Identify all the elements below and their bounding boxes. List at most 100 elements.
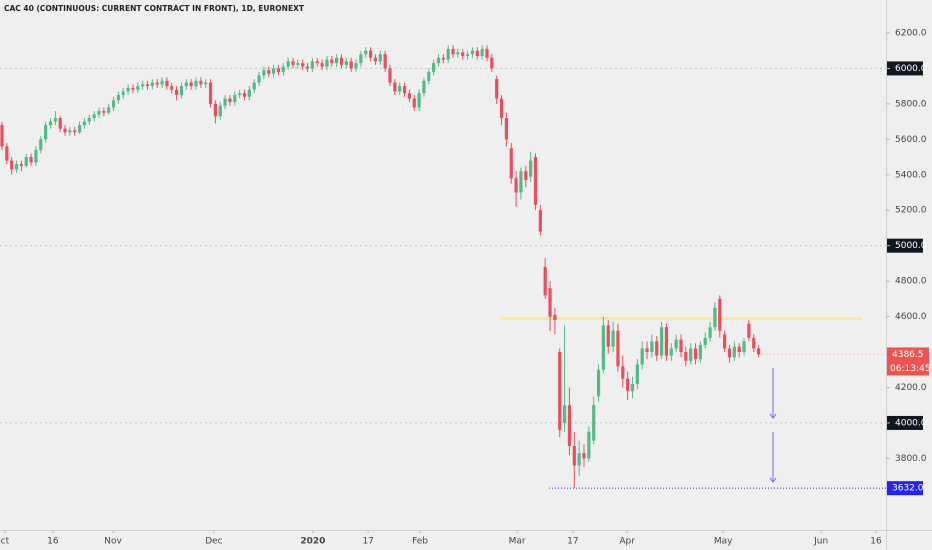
y-tick-label: 5600.0 (895, 135, 927, 145)
y-tick-label: 5800.0 (895, 99, 927, 109)
candle-body (330, 59, 334, 64)
y-tick-label: 3800.0 (895, 454, 927, 464)
candle-body (606, 325, 610, 347)
candle-body (456, 52, 460, 55)
candle-body (194, 80, 198, 87)
candle-body (155, 82, 159, 85)
candle-body (422, 80, 426, 94)
candle-body (204, 82, 208, 85)
candle-body (514, 178, 518, 193)
candle-body (601, 325, 605, 370)
candle-body (126, 87, 130, 92)
candle-body (432, 63, 436, 72)
price-label-box (887, 238, 923, 253)
candle-body (39, 139, 43, 150)
candle-body (233, 95, 237, 103)
candle-body (611, 330, 615, 347)
candle-body (756, 348, 761, 355)
candle-body (407, 93, 411, 99)
candle-body (630, 383, 635, 392)
candle-body (640, 348, 644, 365)
candle-body (417, 93, 421, 108)
candle-body (92, 114, 96, 119)
candle-body (451, 48, 455, 55)
candle-body (737, 346, 741, 353)
candle-body (723, 334, 727, 349)
candle-body (305, 66, 310, 69)
candle-body (208, 82, 213, 104)
candle-body (577, 453, 581, 466)
candle-body (689, 348, 693, 361)
candle-body (475, 50, 479, 57)
candle-body (301, 63, 305, 67)
candle-body (238, 93, 242, 96)
x-tick-label: 17 (567, 537, 578, 547)
candle-body (669, 348, 673, 356)
candle-body (412, 98, 416, 108)
y-tick-label: 4000.0 (895, 418, 927, 428)
x-tick-label: 16 (870, 537, 882, 547)
candle-body (572, 445, 576, 466)
candle-body (582, 453, 586, 459)
candle-body (44, 125, 48, 140)
candle-body (548, 288, 552, 317)
arrow-head (769, 413, 777, 419)
candle-body (664, 327, 669, 356)
candle-body (543, 266, 547, 296)
candle-body (635, 364, 639, 384)
candle-body (383, 54, 387, 69)
candle-body (674, 339, 678, 349)
y-tick-label: 4600.0 (895, 312, 927, 322)
candle-body (82, 121, 87, 126)
candle-body (131, 87, 135, 90)
candle-body (436, 57, 441, 64)
candle-body (427, 71, 431, 81)
candle-body (364, 50, 368, 55)
arrows (769, 368, 777, 483)
candle-body (645, 348, 649, 353)
candle-body (703, 337, 707, 345)
candle-body (48, 121, 53, 126)
chart-title: CAC 40 (CONTINUOUS: CURRENT CONTRACT IN … (4, 4, 305, 13)
candle-body (596, 369, 601, 397)
x-tick-label: 16 (47, 537, 59, 547)
candle-body (708, 327, 712, 338)
candle-body (626, 378, 630, 392)
candle-body (53, 118, 57, 122)
candle-body (267, 70, 271, 74)
candle-body (349, 61, 353, 69)
candle-body (199, 80, 203, 85)
candle-body (747, 323, 751, 338)
candle-body (524, 171, 528, 181)
candle-body (296, 63, 300, 65)
candle-body (698, 344, 702, 360)
candle-body (184, 82, 188, 87)
candle-body (150, 82, 154, 87)
candle-body (189, 82, 193, 87)
candle-body (504, 118, 508, 140)
candle-body (179, 86, 184, 96)
candle-body (533, 157, 538, 205)
candle-body (262, 70, 266, 76)
candle-body (465, 54, 470, 57)
candle-body (242, 93, 247, 97)
candle-body (616, 330, 620, 367)
x-tick-label: Dec (205, 537, 222, 547)
candle-body (495, 79, 499, 99)
candle-body (388, 68, 392, 83)
candle-body (480, 48, 484, 57)
x-tick-label: May (714, 537, 733, 547)
candle-body (529, 160, 533, 177)
price-label-box (887, 61, 923, 76)
candle-body (378, 54, 382, 62)
candle-body (752, 337, 756, 349)
candle-body (107, 107, 111, 113)
candle-body (111, 100, 116, 108)
y-tick-label: 6200.0 (895, 28, 927, 38)
candle-body (218, 105, 222, 117)
candle-body (373, 57, 378, 62)
candle-body (461, 52, 465, 57)
x-tick-label: 2020 (300, 537, 325, 547)
candle-body (592, 405, 596, 441)
